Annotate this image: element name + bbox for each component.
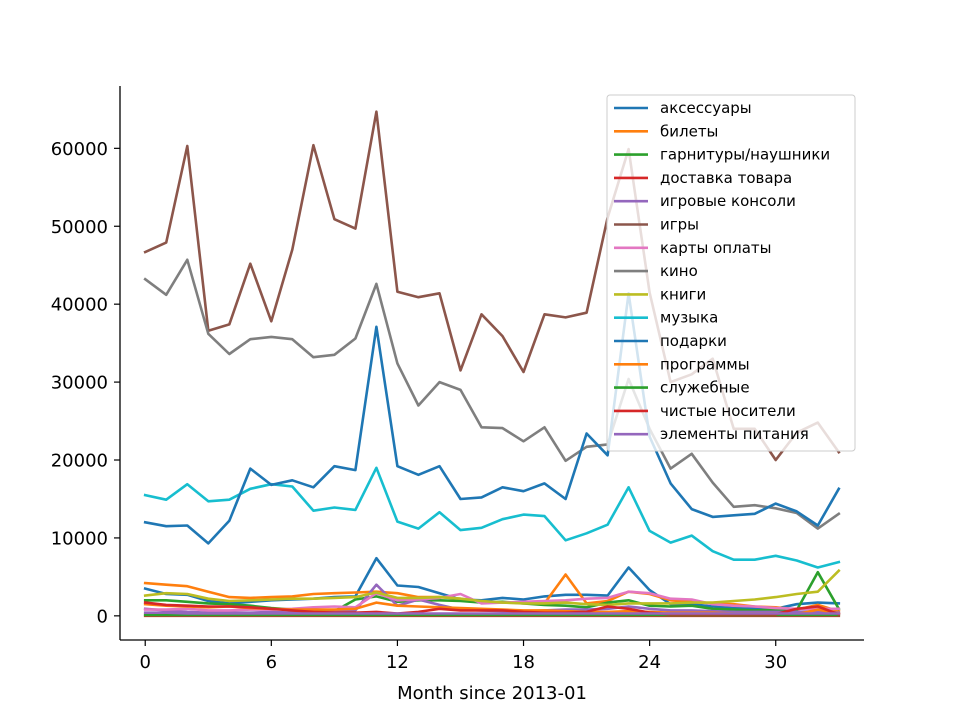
legend-label-8: книги bbox=[660, 285, 706, 303]
y-tick-label: 40000 bbox=[51, 295, 108, 316]
legend-label-2: гарнитуры/наушники bbox=[660, 146, 830, 164]
y-ticks: 0 10000 20000 30000 40000 50000 60000 bbox=[51, 139, 120, 627]
legend-label-14: элементы питания bbox=[660, 425, 809, 443]
y-tick-label: 0 bbox=[97, 606, 108, 627]
x-tick-label: 6 bbox=[266, 652, 277, 673]
legend-label-3: доставка товара bbox=[660, 169, 792, 187]
legend-label-12: служебные bbox=[660, 379, 750, 397]
legend-label-10: подарки bbox=[660, 332, 727, 350]
series-line-7 bbox=[143, 258, 841, 530]
legend-label-4: игровые консоли bbox=[660, 192, 796, 210]
legend-label-6: карты оплаты bbox=[660, 239, 771, 257]
x-tick-label: 0 bbox=[139, 652, 150, 673]
y-tick-label: 10000 bbox=[51, 528, 108, 549]
legend: аксессуары билеты гарнитуры/наушники достав… bbox=[606, 94, 856, 452]
legend-label-0: аксессуары bbox=[660, 99, 752, 117]
series-line-10 bbox=[143, 291, 841, 545]
y-tick-label: 30000 bbox=[51, 373, 108, 394]
legend-label-9: музыка bbox=[660, 309, 718, 327]
legend-frame bbox=[606, 94, 856, 452]
x-tick-label: 12 bbox=[386, 652, 409, 673]
x-axis-title: Month since 2013-01 bbox=[397, 683, 587, 704]
x-tick-label: 18 bbox=[512, 652, 535, 673]
series-line-8 bbox=[143, 568, 841, 607]
series-line-14 bbox=[143, 611, 841, 615]
legend-label-11: программы bbox=[660, 355, 750, 373]
series-line-9 bbox=[143, 466, 841, 569]
y-tick-label: 20000 bbox=[51, 451, 108, 472]
legend-label-5: игры bbox=[660, 216, 699, 234]
legend-label-13: чистые носители bbox=[660, 402, 796, 420]
x-tick-label: 24 bbox=[638, 652, 661, 673]
x-tick-label: 30 bbox=[764, 652, 787, 673]
y-tick-label: 60000 bbox=[51, 139, 108, 160]
series-layer bbox=[143, 110, 841, 618]
legend-label-1: билеты bbox=[660, 122, 718, 140]
y-tick-label: 50000 bbox=[51, 217, 108, 238]
axes-layer bbox=[119, 86, 864, 641]
legend-label-7: кино bbox=[660, 262, 698, 280]
x-ticks: 0 6 12 18 24 30 bbox=[139, 640, 787, 673]
